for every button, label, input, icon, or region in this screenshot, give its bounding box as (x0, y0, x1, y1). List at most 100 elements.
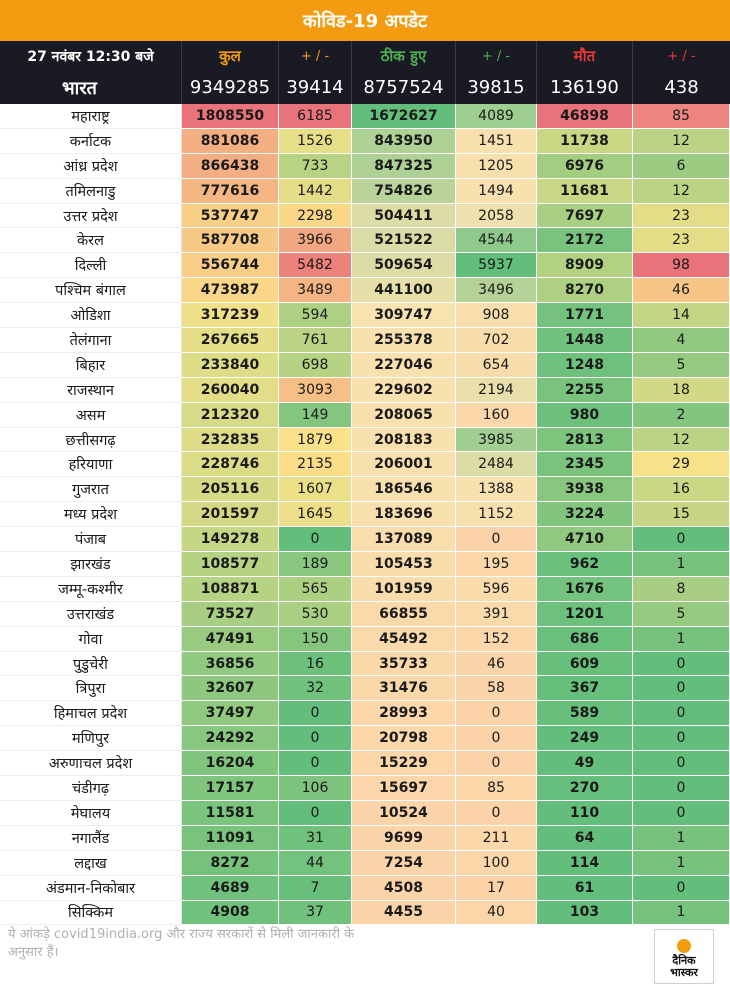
total-cell: 37497 (182, 701, 279, 727)
total-change-cell: 565 (279, 576, 352, 602)
table-row: सिक्किम 4908 37 4455 40 103 1 (0, 900, 730, 926)
table-row: झारखंड 108577 189 105453 195 962 1 (0, 552, 730, 577)
recovered-cell: 521522 (352, 228, 456, 254)
state-name: बिहार (0, 352, 182, 378)
table-row: पश्चिम बंगाल 473987 3489 441100 3496 8270 46 (0, 278, 730, 304)
state-name: अरुणाचल प्रदेश (0, 751, 182, 777)
deaths-change-cell: 1 (633, 900, 730, 926)
table-row: गुजरात 205116 1607 186546 1388 3938 16 (0, 477, 730, 503)
india-total-row: भारत 9349285 39414 8757524 39815 136190 … (0, 71, 730, 104)
deaths-change-cell: 12 (633, 427, 730, 453)
recovered-change-cell: 391 (456, 601, 537, 627)
recovered-cell: 66855 (352, 601, 456, 627)
deaths-change-cell: 0 (633, 875, 730, 901)
total-change-cell: 31 (279, 825, 352, 851)
deaths-cell: 64 (537, 825, 633, 851)
total-change-cell: 530 (279, 601, 352, 627)
recovered-cell: 206001 (352, 452, 456, 478)
deaths-cell: 2345 (537, 452, 633, 478)
state-name: आंध्र प्रदेश (0, 153, 182, 179)
deaths-change-cell: 6 (633, 153, 730, 179)
recovered-change-cell: 1494 (456, 178, 537, 204)
recovered-change-cell: 1152 (456, 502, 537, 528)
deaths-change-cell: 23 (633, 203, 730, 229)
deaths-cell: 103 (537, 900, 633, 926)
total-cell: 228746 (182, 452, 279, 478)
deaths-cell: 4710 (537, 527, 633, 553)
recovered-cell: 229602 (352, 377, 456, 403)
recovered-cell: 441100 (352, 278, 456, 304)
recovered-cell: 7254 (352, 850, 456, 876)
total-cell: 16204 (182, 751, 279, 777)
total-cell: 11091 (182, 825, 279, 851)
deaths-change-cell: 15 (633, 502, 730, 528)
total-cell: 777616 (182, 178, 279, 204)
state-name: लद्दाख (0, 850, 182, 876)
state-name: हिमाचल प्रदेश (0, 701, 182, 727)
total-cell: 317239 (182, 303, 279, 329)
total-cell: 149278 (182, 527, 279, 553)
india-deaths-change: 438 (664, 77, 699, 98)
table-row: दिल्ली 556744 5482 509654 5937 8909 98 (0, 253, 730, 279)
recovered-cell: 35733 (352, 651, 456, 677)
table-row: महाराष्ट्र 1808550 6185 1672627 4089 46898 85 (0, 104, 730, 129)
header-recovered: ठीक हुए (352, 41, 456, 71)
table-row: नगालैंड 11091 31 9699 211 64 1 (0, 825, 730, 851)
total-change-cell: 150 (279, 626, 352, 652)
deaths-change-cell: 0 (633, 701, 730, 727)
table-row: मणिपुर 24292 0 20798 0 249 0 (0, 726, 730, 752)
deaths-change-cell: 5 (633, 352, 730, 378)
deaths-cell: 1248 (537, 352, 633, 378)
india-total-change: 39414 (279, 71, 352, 104)
deaths-cell: 2172 (537, 228, 633, 254)
recovered-change-cell: 0 (456, 751, 537, 777)
deaths-cell: 1676 (537, 576, 633, 602)
state-name: हरियाणा (0, 452, 182, 478)
table-row: तेलंगाना 267665 761 255378 702 1448 4 (0, 328, 730, 353)
deaths-change-cell: 0 (633, 651, 730, 677)
recovered-cell: 754826 (352, 178, 456, 204)
table-header: 27 नवंबर 12:30 बजे कुल + / - ठीक हुए + /… (0, 41, 730, 71)
state-name: ओडिशा (0, 303, 182, 329)
state-name: सिक्किम (0, 900, 182, 926)
total-cell: 36856 (182, 651, 279, 677)
header-recovered-change: + / - (456, 41, 537, 71)
table-row: असम 212320 149 208065 160 980 2 (0, 402, 730, 428)
deaths-change-cell: 4 (633, 328, 730, 353)
total-change-cell: 1879 (279, 427, 352, 453)
recovered-change-cell: 152 (456, 626, 537, 652)
state-name: उत्तराखंड (0, 601, 182, 627)
deaths-cell: 49 (537, 751, 633, 777)
table-row: कर्नाटक 881086 1526 843950 1451 11738 12 (0, 128, 730, 154)
recovered-cell: 15697 (352, 776, 456, 801)
recovered-cell: 504411 (352, 203, 456, 229)
deaths-cell: 11681 (537, 178, 633, 204)
deaths-cell: 609 (537, 651, 633, 677)
total-change-cell: 594 (279, 303, 352, 329)
total-cell: 866438 (182, 153, 279, 179)
table-row: उत्तराखंड 73527 530 66855 391 1201 5 (0, 601, 730, 627)
total-cell: 1808550 (182, 104, 279, 129)
deaths-change-cell: 1 (633, 626, 730, 652)
recovered-change-cell: 654 (456, 352, 537, 378)
recovered-change-cell: 17 (456, 875, 537, 901)
recovered-cell: 10524 (352, 800, 456, 826)
sun-icon (677, 939, 691, 953)
recovered-change-cell: 1205 (456, 153, 537, 179)
total-change-cell: 0 (279, 701, 352, 727)
recovered-cell: 843950 (352, 128, 456, 154)
deaths-cell: 962 (537, 552, 633, 577)
india-deaths: 136190 (537, 71, 633, 104)
recovered-cell: 28993 (352, 701, 456, 727)
table-row: केरल 587708 3966 521522 4544 2172 23 (0, 228, 730, 254)
total-cell: 473987 (182, 278, 279, 304)
total-cell: 205116 (182, 477, 279, 503)
deaths-change-cell: 0 (633, 776, 730, 801)
recovered-cell: 137089 (352, 527, 456, 553)
state-name: राजस्थान (0, 377, 182, 403)
deaths-change-cell: 12 (633, 178, 730, 204)
table-row: बिहार 233840 698 227046 654 1248 5 (0, 352, 730, 378)
logo-line2: भास्कर (670, 966, 698, 979)
recovered-cell: 31476 (352, 676, 456, 702)
state-name: मध्य प्रदेश (0, 502, 182, 528)
